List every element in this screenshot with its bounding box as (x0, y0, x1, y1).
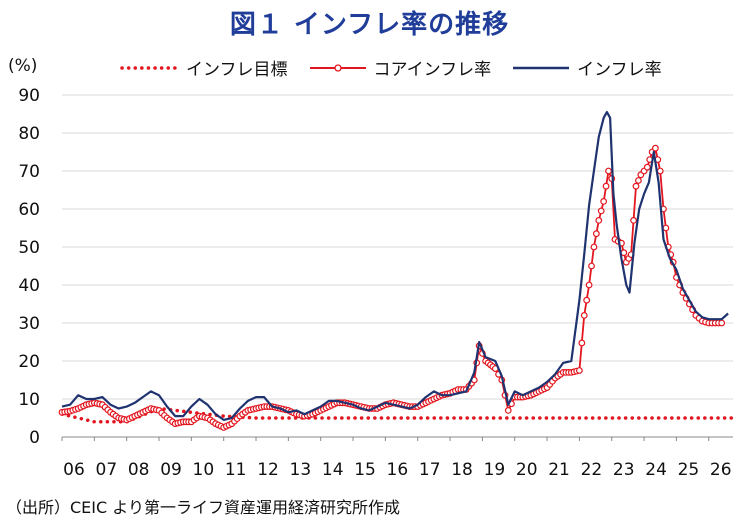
core-point (718, 319, 726, 327)
legend-label-headline: インフレ率 (577, 60, 662, 80)
x-tick-label: 21 (548, 460, 570, 480)
x-tick-label: 10 (193, 460, 215, 480)
y-tick-label: 70 (18, 162, 40, 182)
core-point (595, 216, 603, 224)
legend-swatch-headline (513, 66, 570, 69)
core-point (630, 216, 637, 224)
core-point (662, 224, 670, 232)
y-tick-label: 40 (18, 276, 40, 296)
x-tick-label: 19 (484, 460, 506, 480)
series-line-core (61, 146, 722, 429)
legend-entry-headline: インフレ率 (511, 55, 662, 80)
x-tick-label: 09 (160, 460, 182, 480)
x-tick-label: 14 (322, 460, 344, 480)
y-tick-label: 0 (29, 428, 40, 448)
legend: インフレ目標 コアインフレ率 インフレ率 (120, 55, 682, 80)
core-point (583, 296, 591, 304)
x-tick-label: 06 (63, 460, 85, 480)
core-point (588, 262, 595, 270)
legend-label-target: インフレ目標 (186, 60, 288, 80)
x-tick-label: 16 (387, 460, 409, 480)
x-tick-label: 18 (451, 460, 473, 480)
y-tick-label: 80 (18, 124, 40, 144)
core-point (643, 163, 651, 171)
core-point (592, 230, 600, 238)
core-point (635, 177, 642, 184)
x-tick-label: 08 (128, 460, 150, 480)
y-tick-label: 30 (18, 314, 40, 334)
x-tick-label: 25 (678, 460, 700, 480)
x-tick-label: 12 (257, 460, 279, 480)
y-tick-label: 50 (18, 238, 40, 258)
x-tick-label: 13 (290, 460, 312, 480)
core-point (578, 339, 586, 347)
legend-swatch-target (120, 65, 180, 70)
core-point (575, 367, 583, 374)
x-tick-label: 11 (225, 460, 247, 480)
x-tick-label: 24 (645, 460, 667, 480)
legend-swatch-core (309, 63, 366, 72)
x-tick-label: 23 (613, 460, 635, 480)
core-point (656, 167, 664, 175)
x-tick-label: 15 (354, 460, 376, 480)
series-line-headline (61, 111, 729, 421)
chart-title: 図１ インフレ率の推移 (229, 10, 510, 40)
x-tick-label: 17 (419, 460, 441, 480)
x-tick-label: 22 (581, 460, 603, 480)
x-tick-label: 07 (96, 460, 118, 480)
y-tick-label: 60 (18, 200, 40, 220)
legend-entry-target: インフレ目標 (120, 55, 288, 80)
core-point (632, 182, 640, 190)
core-point (504, 407, 512, 414)
core-point (590, 243, 598, 251)
core-point (602, 182, 610, 190)
chart-canvas: 0 10 20 30 40 50 60 70 80 90 06 07 08 09 10 11 12 13 14 15 1… (18, 86, 735, 480)
y-axis-label: (%) (8, 56, 38, 76)
source-note: （出所）CEIC より第一ライフ資産運用経済研究所作成 (6, 498, 400, 517)
y-tick-label: 20 (18, 352, 40, 372)
core-point (597, 207, 605, 215)
legend-label-core: コアインフレ率 (373, 60, 492, 80)
y-tick-label: 10 (18, 390, 40, 410)
core-point (605, 167, 612, 175)
core-point (580, 312, 588, 319)
x-tick-label: 20 (516, 460, 538, 480)
core-point (651, 144, 659, 152)
core-point (585, 281, 593, 289)
legend-entry-core: コアインフレ率 (308, 55, 492, 80)
y-tick-label: 90 (18, 86, 40, 106)
x-tick-label: 26 (710, 460, 732, 480)
core-point (600, 197, 608, 205)
